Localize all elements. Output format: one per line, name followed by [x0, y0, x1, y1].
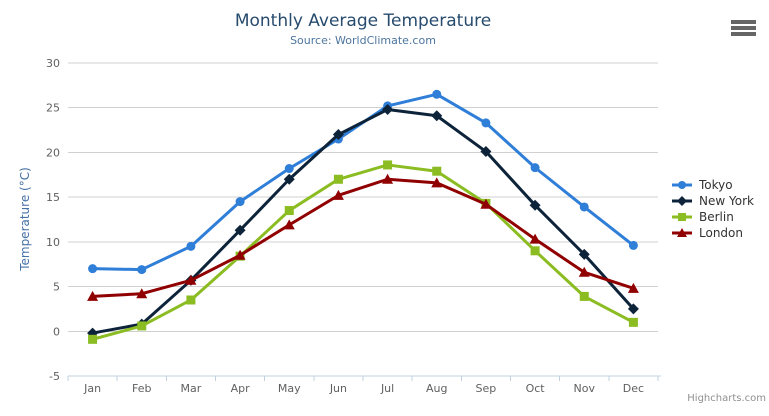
data-point-tokyo[interactable]	[628, 240, 638, 250]
data-point-tokyo[interactable]	[530, 163, 540, 173]
data-point-tokyo[interactable]	[88, 264, 98, 274]
legend-item-tokyo[interactable]: Tokyo	[671, 177, 754, 193]
data-point-new-york[interactable]	[382, 104, 394, 116]
data-point-tokyo[interactable]	[579, 202, 589, 212]
circle-marker-icon	[672, 181, 692, 189]
context-menu-button[interactable]	[731, 20, 756, 38]
data-point-london[interactable]	[578, 266, 590, 277]
series-line-london	[91, 177, 635, 298]
y-axis-tick-label: 30	[46, 57, 60, 70]
data-point-london[interactable]	[87, 290, 99, 301]
data-point-new-york[interactable]	[332, 129, 344, 141]
x-axis-label: Jan	[83, 382, 101, 395]
highcharts-credit-link[interactable]: Highcharts.com	[687, 393, 766, 404]
menu-bar-icon	[731, 20, 756, 24]
data-point-berlin[interactable]	[530, 246, 540, 256]
x-axis-label: Apr	[231, 382, 251, 395]
data-point-berlin[interactable]	[137, 321, 147, 331]
x-axis-label: May	[278, 382, 301, 395]
data-point-london[interactable]	[185, 274, 197, 285]
legend-label-tokyo: Tokyo	[699, 178, 733, 192]
y-axis-tick-label: 10	[46, 236, 60, 249]
legend-item-berlin[interactable]: Berlin	[671, 209, 754, 225]
data-point-london[interactable]	[529, 233, 541, 244]
menu-bar-icon	[731, 32, 756, 36]
data-point-new-york[interactable]	[578, 248, 590, 260]
data-point-berlin[interactable]	[383, 160, 393, 170]
data-point-berlin[interactable]	[186, 295, 196, 305]
data-point-new-york[interactable]	[529, 199, 541, 211]
x-axis-label: Mar	[181, 382, 202, 395]
y-axis-tick-label: 20	[46, 146, 60, 159]
legend-label-new-york: New York	[699, 194, 754, 208]
data-point-berlin[interactable]	[579, 291, 589, 301]
menu-bar-icon	[731, 26, 756, 30]
square-marker-icon	[672, 213, 692, 221]
y-axis-tick-label: 5	[53, 281, 60, 294]
data-point-london[interactable]	[431, 177, 443, 188]
legend-label-london: London	[699, 226, 743, 240]
data-point-tokyo[interactable]	[186, 241, 196, 251]
x-axis-label: Jul	[380, 382, 394, 395]
x-axis-label: Jun	[329, 382, 347, 395]
data-point-new-york[interactable]	[431, 110, 443, 122]
data-point-london[interactable]	[627, 282, 639, 293]
y-axis-tick-label: 15	[46, 191, 60, 204]
y-axis-tick-label: 0	[53, 325, 60, 338]
data-point-tokyo[interactable]	[235, 197, 245, 207]
data-point-tokyo[interactable]	[432, 89, 442, 99]
diamond-marker-icon	[672, 196, 692, 206]
chart-title: Monthly Average Temperature	[234, 11, 492, 31]
data-point-berlin[interactable]	[628, 317, 638, 327]
data-point-new-york[interactable]	[480, 146, 492, 158]
legend-item-london[interactable]: London	[671, 225, 754, 241]
series-tokyo	[88, 89, 638, 275]
data-point-berlin[interactable]	[284, 206, 294, 216]
triangle-marker-icon	[672, 228, 692, 237]
y-axis-tick-label: 25	[46, 102, 60, 115]
y-axis-tick-label: -5	[49, 370, 60, 383]
series-line-berlin	[91, 163, 635, 341]
data-point-berlin[interactable]	[88, 334, 98, 344]
data-point-tokyo[interactable]	[481, 118, 491, 128]
data-point-london[interactable]	[480, 198, 492, 209]
data-point-berlin[interactable]	[432, 166, 442, 176]
legend: Tokyo New York Berlin London	[671, 177, 754, 241]
data-point-new-york[interactable]	[627, 303, 639, 315]
x-axis-label: Oct	[526, 382, 546, 395]
x-axis-label: Sep	[476, 382, 497, 395]
data-point-london[interactable]	[283, 219, 295, 230]
legend-label-berlin: Berlin	[699, 210, 734, 224]
data-point-new-york[interactable]	[234, 224, 246, 236]
legend-item-new-york[interactable]: New York	[671, 193, 754, 209]
chart-subtitle: Source: WorldClimate.com	[290, 34, 436, 47]
data-point-tokyo[interactable]	[137, 265, 147, 275]
x-axis-label: Nov	[574, 382, 596, 395]
data-point-new-york[interactable]	[283, 173, 295, 185]
x-axis-label: Feb	[132, 382, 151, 395]
data-point-london[interactable]	[136, 288, 148, 299]
data-point-london[interactable]	[234, 249, 246, 260]
x-axis-label: Aug	[426, 382, 447, 395]
series-new-york	[87, 104, 639, 339]
x-axis-label: Dec	[623, 382, 644, 395]
series-london	[87, 173, 639, 301]
data-point-tokyo[interactable]	[284, 164, 294, 174]
data-point-london[interactable]	[382, 173, 394, 184]
data-point-london[interactable]	[332, 189, 344, 200]
data-point-berlin[interactable]	[333, 174, 343, 184]
series-line-new-york	[91, 108, 635, 335]
